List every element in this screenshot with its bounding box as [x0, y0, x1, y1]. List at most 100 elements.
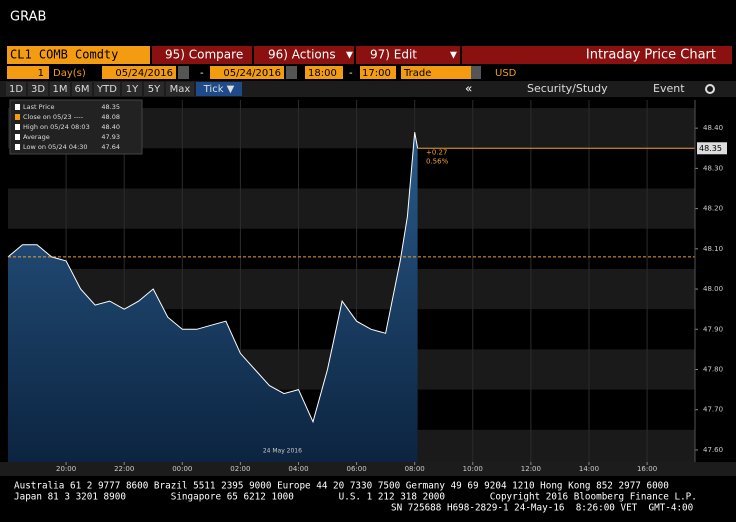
range-button-bg[interactable] [196, 82, 242, 96]
legend-label: Average [23, 133, 50, 141]
range-button-bg[interactable] [94, 82, 120, 96]
legend-value: 48.08 [101, 113, 120, 121]
x-tick-label: 20:00 [56, 465, 76, 473]
start-date-box[interactable] [102, 66, 176, 79]
security: CL1 COMB Comdty [10, 48, 118, 62]
actions-caret: ▼ [346, 51, 353, 61]
period-box[interactable] [7, 66, 49, 79]
range-button: 1Y [126, 84, 139, 95]
y-tick-label: 47.80 [703, 365, 723, 373]
end-date-box[interactable] [210, 66, 284, 79]
x-tick-label: 08:00 [405, 465, 425, 473]
end-time: 17:00 [362, 68, 391, 79]
y-tick-label: 48.00 [703, 285, 723, 293]
y-tick-label: 48.10 [703, 245, 723, 253]
field-dropdown[interactable] [471, 66, 481, 79]
event-button[interactable]: Event [653, 82, 685, 95]
end-time-box[interactable] [360, 66, 396, 79]
range-button-bg[interactable] [144, 82, 164, 96]
range-button: 3D [31, 84, 45, 95]
footer: Australia 61 2 9777 8600 Brazil 5511 239… [14, 481, 697, 514]
annotation: 0.56% [426, 157, 449, 165]
edit-label: 97) Edit [370, 48, 417, 62]
range-button-bg[interactable] [72, 82, 92, 96]
legend-value: 48.35 [101, 103, 120, 111]
legend-swatch [15, 114, 20, 120]
legend-swatch [15, 124, 20, 130]
y-tick-label: 47.70 [703, 406, 723, 414]
settings-icon[interactable] [705, 84, 715, 94]
edit-button[interactable] [356, 46, 460, 64]
unit: Day(s) [53, 68, 86, 79]
band [8, 188, 695, 229]
range-button: 1D [9, 84, 23, 95]
security-box[interactable] [7, 46, 150, 64]
field-box[interactable] [401, 66, 471, 79]
x-tick-label: 14:00 [579, 465, 599, 473]
view-title: Intraday Price Chart [586, 48, 716, 63]
start-time-box[interactable] [305, 66, 343, 79]
legend-label: Low on 05/24 04:30 [23, 143, 88, 151]
dash: - [200, 68, 204, 79]
compare-button[interactable] [152, 46, 252, 64]
start-date: 05/24/2016 [115, 68, 173, 79]
legend-label: Last Price [23, 103, 54, 111]
x-axis-band [0, 462, 736, 476]
currency: USD [495, 68, 517, 79]
legend: Last Price 48.35 Close on 05/23 ---- 48.08 H… [9, 99, 143, 155]
end-date: 05/24/2016 [223, 68, 281, 79]
window-title: GRAB [10, 10, 46, 25]
actions-button[interactable] [254, 46, 354, 64]
legend-label: Close on 05/23 ---- [23, 113, 84, 121]
last-price-label: 48.35 [699, 144, 722, 153]
range-button-bg[interactable] [122, 82, 142, 96]
footer-line: Australia 61 2 9777 8600 Brazil 5511 239… [14, 481, 669, 492]
study-button[interactable]: Security/Study [527, 82, 608, 95]
y-tick-label: 47.90 [703, 325, 723, 333]
price-line [7, 132, 419, 424]
range-buttons: 1D 3D 1M 6M YTD 1Y 5Y Max Tick ▼ [6, 82, 242, 96]
band [8, 268, 695, 310]
x-tick-label: 22:00 [114, 465, 134, 473]
legend-value: 47.93 [101, 133, 120, 141]
calendar-icon[interactable] [286, 66, 297, 79]
compare-label: 95) Compare [165, 48, 243, 62]
field: Trade [403, 68, 431, 79]
last-price-tag [697, 142, 727, 155]
x-tick-label: 16:00 [637, 465, 657, 473]
legend-value: 47.64 [101, 143, 120, 151]
range-button-bg[interactable] [50, 82, 70, 96]
x-tick-label: 10:00 [463, 465, 483, 473]
period: 1 [38, 68, 44, 79]
actions-label: 96) Actions [268, 48, 336, 62]
range-button-bg[interactable] [6, 82, 26, 96]
legend-bg [9, 99, 143, 155]
y-tick-label: 48.20 [703, 205, 723, 213]
range-button: Max [170, 84, 191, 95]
legend-label: High on 05/24 08:03 [23, 123, 90, 131]
x-tick-label: 02:00 [230, 465, 250, 473]
range-button-bg[interactable] [28, 82, 48, 96]
legend-value: 48.40 [101, 123, 120, 131]
calendar-icon[interactable] [178, 66, 189, 79]
price-area [8, 132, 418, 462]
dash: - [349, 68, 353, 79]
y-tick-label: 47.60 [703, 446, 723, 454]
y-tick-label: 48.40 [703, 124, 723, 132]
edit-caret: ▼ [450, 51, 457, 61]
footer-line: SN 725688 H698-2829-1 24-May-16 8:26:00 … [391, 503, 693, 514]
range-button: 5Y [148, 84, 161, 95]
range-button: YTD [96, 84, 117, 95]
x-tick-label: 04:00 [288, 465, 308, 473]
x-tick-label: 06:00 [346, 465, 366, 473]
plot: 48.35 +0.270.56% 47.60 47.70 47.80 47.90 48.00… [0, 100, 736, 476]
start-time: 18:00 [308, 68, 337, 79]
x-tick-label: 00:00 [172, 465, 192, 473]
back-button[interactable]: « [465, 82, 472, 96]
legend-swatch [15, 144, 20, 150]
y-tick-label: 48.30 [703, 164, 723, 172]
range-button: 1M [53, 84, 68, 95]
range-button-bg[interactable] [166, 82, 194, 96]
